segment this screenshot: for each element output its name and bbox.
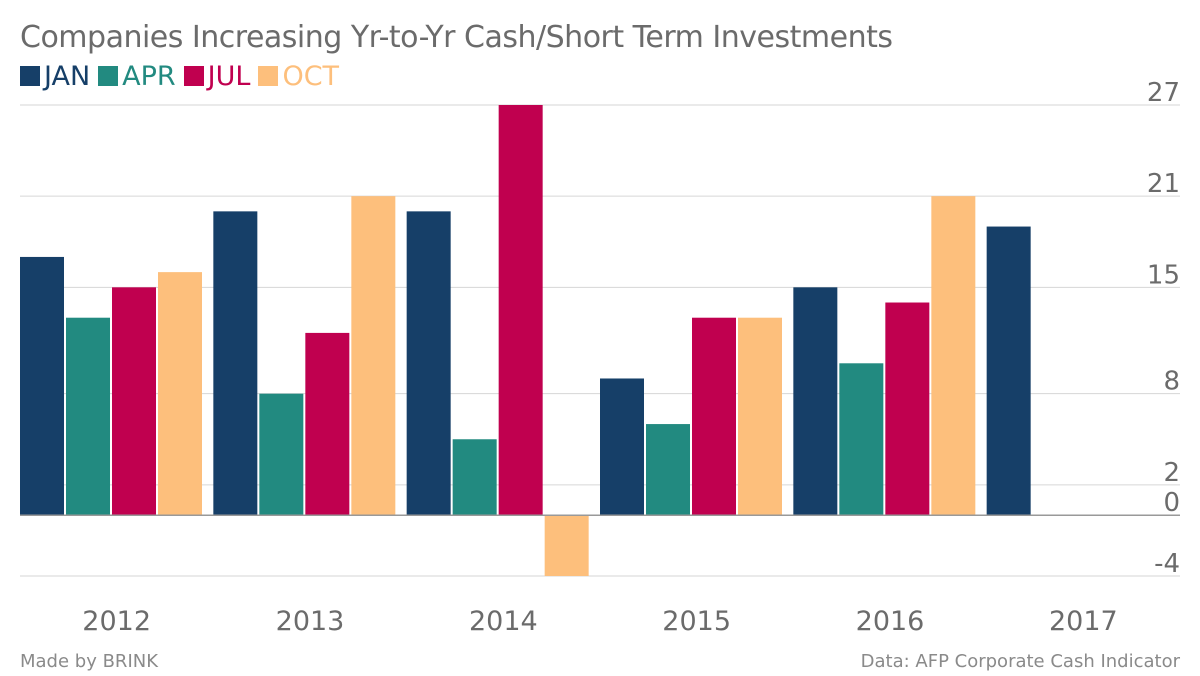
bar-jul-2014 bbox=[498, 105, 543, 516]
y-tick-label: 21 bbox=[1147, 169, 1180, 199]
bars bbox=[20, 105, 1031, 576]
bar-apr-2016 bbox=[839, 363, 884, 516]
bar-jul-2013 bbox=[305, 332, 350, 516]
bar-apr-2015 bbox=[646, 424, 690, 516]
bar-apr-2013 bbox=[259, 393, 304, 516]
legend: JAN APR JUL OCT bbox=[20, 60, 347, 92]
legend-swatch-oct bbox=[258, 66, 279, 86]
made-by-credit: Made by BRINK bbox=[20, 651, 159, 672]
bar-jan-2016 bbox=[793, 287, 838, 516]
legend-swatch-apr bbox=[98, 66, 119, 86]
x-tick-label: 2015 bbox=[662, 606, 731, 637]
legend-label-oct: OCT bbox=[282, 60, 340, 92]
y-tick-label: 0 bbox=[1163, 488, 1180, 518]
bar-jul-2015 bbox=[692, 317, 736, 516]
y-tick-label: 8 bbox=[1163, 367, 1180, 397]
data-source-credit: Data: AFP Corporate Cash Indicator bbox=[860, 651, 1180, 672]
x-tick-label: 2012 bbox=[82, 606, 151, 637]
bar-jul-2012 bbox=[112, 287, 156, 516]
legend-label-jan: JAN bbox=[44, 60, 91, 92]
bar-jan-2015 bbox=[600, 378, 644, 516]
x-tick-label: 2014 bbox=[469, 606, 538, 637]
bar-jul-2016 bbox=[885, 302, 930, 516]
y-tick-label: 15 bbox=[1147, 260, 1180, 290]
bar-apr-2014 bbox=[452, 439, 497, 516]
legend-item-jan: JAN bbox=[20, 61, 90, 92]
legend-swatch-jan bbox=[20, 66, 40, 86]
bar-oct-2016 bbox=[931, 196, 976, 516]
bar-jan-2013 bbox=[213, 211, 258, 516]
bar-jan-2012 bbox=[20, 256, 64, 516]
y-tick-label: 2 bbox=[1163, 458, 1180, 488]
legend-swatch-jul bbox=[183, 66, 204, 86]
bar-jan-2017 bbox=[986, 226, 1031, 516]
bar-oct-2013 bbox=[351, 196, 396, 516]
x-tick-label: 2017 bbox=[1049, 606, 1118, 637]
legend-item-jul: JUL bbox=[183, 60, 251, 92]
bar-oct-2015 bbox=[738, 317, 782, 516]
bar-oct-2014 bbox=[544, 515, 589, 576]
axis-labels: -4 02 8 15 21 27 2012 2013 2014 2015 2016 2017 bbox=[82, 78, 1180, 637]
legend-label-jul: JUL bbox=[207, 60, 251, 92]
x-tick-label: 2013 bbox=[276, 606, 345, 637]
bar-oct-2012 bbox=[158, 272, 202, 516]
legend-item-oct: OCT bbox=[258, 61, 339, 92]
legend-item-apr: APR bbox=[98, 61, 176, 92]
chart-title: Companies Increasing Yr-to-Yr Cash/Short… bbox=[20, 20, 893, 55]
x-tick-label: 2016 bbox=[856, 606, 925, 637]
y-tick-label: 27 bbox=[1147, 78, 1180, 108]
bar-apr-2012 bbox=[66, 317, 110, 516]
legend-label-apr: APR bbox=[122, 60, 176, 92]
y-tick-label: -4 bbox=[1154, 549, 1180, 579]
bar-jan-2014 bbox=[406, 211, 451, 516]
